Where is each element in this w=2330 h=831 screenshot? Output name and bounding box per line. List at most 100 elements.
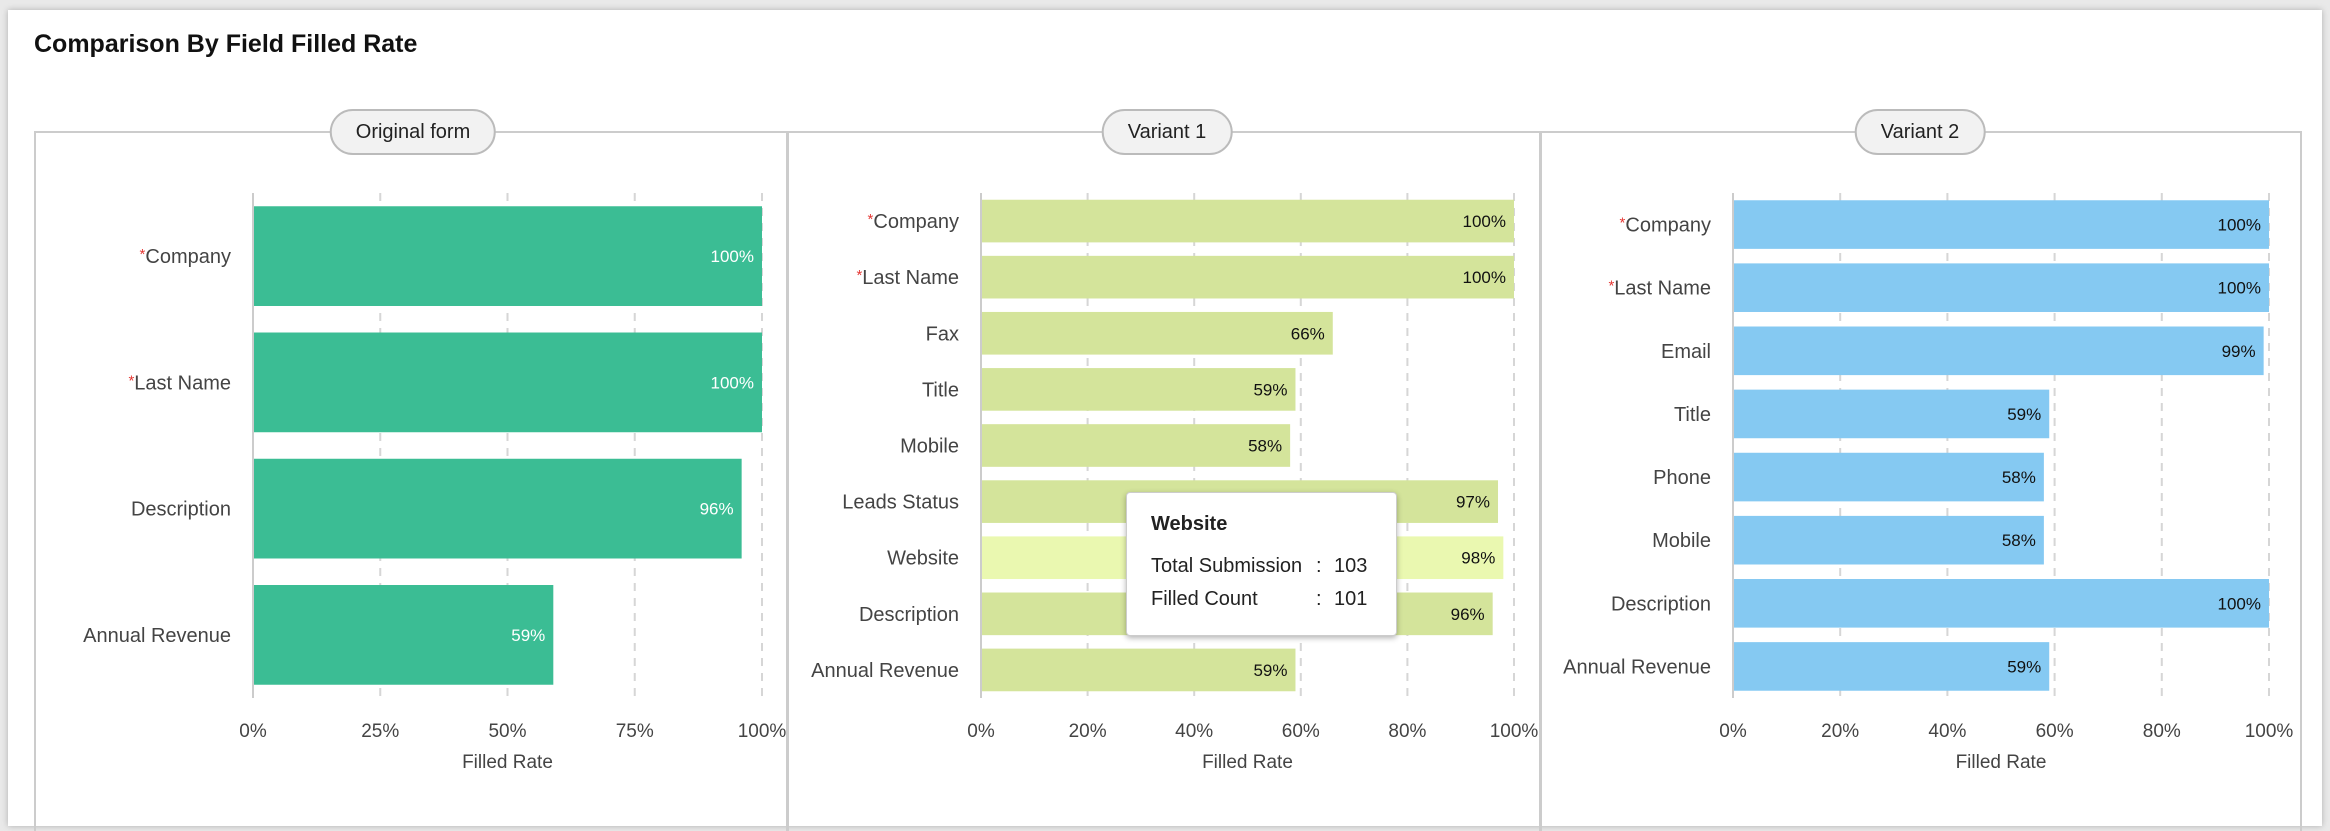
bar-value-label: 58%	[2002, 531, 2036, 550]
tooltip-row: Filled Count : 101	[1151, 583, 1372, 616]
tooltip-label: Total Submission	[1151, 555, 1303, 577]
category-label: *Last Name	[128, 372, 231, 394]
x-axis-title: Filled Rate	[1956, 752, 2047, 773]
required-asterisk: *	[856, 267, 862, 284]
x-tick-label: 100%	[2245, 721, 2294, 742]
category-label: Description	[1611, 593, 1711, 615]
bar-value-label: 98%	[1461, 549, 1495, 568]
category-text: Company	[145, 246, 231, 268]
x-tick-label: 75%	[616, 721, 654, 742]
category-text: Last Name	[862, 267, 959, 289]
tooltip-value: 101	[1334, 588, 1368, 610]
panel-title-pill: Variant 2	[1854, 109, 1986, 155]
bar-value-label: 59%	[2007, 657, 2041, 676]
category-label: Phone	[1653, 467, 1711, 489]
x-axis-title: Filled Rate	[1202, 752, 1293, 773]
page-title: Comparison By Field Filled Rate	[34, 30, 418, 58]
x-tick-label: 40%	[1175, 721, 1213, 742]
category-label: *Company	[868, 211, 959, 233]
x-tick-label: 20%	[1821, 721, 1859, 742]
tooltip-sep: :	[1316, 555, 1322, 577]
bar-value-label: 59%	[511, 626, 545, 645]
bar-value-label: 100%	[1463, 268, 1506, 287]
category-text: Last Name	[1614, 278, 1711, 300]
bar-value-label: 59%	[1253, 380, 1287, 399]
bar	[1734, 642, 2050, 691]
category-label: Annual Revenue	[811, 660, 959, 682]
bar-value-label: 97%	[1456, 493, 1490, 512]
bar-value-label: 100%	[2218, 216, 2261, 235]
bar-value-label: 59%	[1253, 661, 1287, 680]
bar	[982, 199, 1514, 243]
bar	[1734, 515, 2044, 565]
x-tick-label: 40%	[1928, 721, 1966, 742]
bar	[982, 424, 1291, 467]
category-label: Leads Status	[842, 492, 959, 514]
tooltip-sep: :	[1316, 588, 1322, 610]
bar-value-label: 100%	[711, 247, 754, 266]
tooltip-title: Website	[1151, 513, 1228, 535]
bar	[982, 648, 1296, 692]
required-asterisk: *	[128, 372, 134, 389]
bar	[1734, 579, 2269, 628]
category-label: Fax	[926, 323, 959, 345]
tooltip: Website Total Submission : 103 Filled Co…	[1126, 492, 1397, 636]
bar-value-label: 58%	[2002, 468, 2036, 487]
panel-title-pill: Variant 1	[1101, 109, 1233, 155]
bar	[1734, 263, 2269, 312]
x-tick-label: 100%	[738, 721, 787, 742]
tooltip-row: Total Submission : 103	[1151, 550, 1372, 583]
category-label: Annual Revenue	[1563, 656, 1711, 678]
x-tick-label: 25%	[361, 721, 399, 742]
required-asterisk: *	[868, 211, 874, 228]
category-label: Title	[922, 379, 959, 401]
bar	[982, 368, 1296, 411]
bar-value-label: 99%	[2222, 342, 2256, 361]
bar	[254, 585, 554, 685]
bar-value-label: 96%	[1451, 605, 1485, 624]
required-asterisk: *	[1620, 215, 1626, 232]
bar	[1734, 200, 2269, 249]
category-label: Mobile	[1652, 530, 1711, 552]
x-tick-label: 50%	[488, 721, 526, 742]
bar	[982, 255, 1514, 299]
x-tick-label: 0%	[967, 721, 995, 742]
category-label: Website	[887, 548, 959, 570]
x-tick-label: 60%	[2036, 721, 2074, 742]
bar-value-label: 58%	[1248, 437, 1282, 456]
required-asterisk: *	[140, 246, 146, 263]
category-label: Title	[1674, 404, 1711, 426]
bar-value-label: 59%	[2007, 405, 2041, 424]
bar-value-label: 66%	[1291, 324, 1325, 343]
bar	[1734, 326, 2264, 376]
x-axis-title: Filled Rate	[462, 752, 553, 773]
x-tick-label: 80%	[2143, 721, 2181, 742]
bar-value-label: 100%	[2218, 594, 2261, 613]
bar	[254, 458, 742, 559]
category-label: *Last Name	[1608, 278, 1711, 300]
x-tick-label: 20%	[1069, 721, 1107, 742]
category-label: Email	[1661, 341, 1711, 363]
x-tick-label: 0%	[1719, 721, 1747, 742]
bar	[982, 311, 1333, 355]
category-label: *Company	[140, 246, 231, 268]
category-text: Last Name	[134, 372, 231, 394]
bar	[1734, 389, 2050, 439]
category-label: Mobile	[900, 436, 959, 458]
bar-value-label: 100%	[1463, 212, 1506, 231]
bar-value-label: 100%	[2218, 279, 2261, 298]
x-tick-label: 80%	[1388, 721, 1426, 742]
category-label: Annual Revenue	[83, 625, 231, 647]
category-text: Company	[1625, 215, 1711, 237]
category-text: Company	[873, 211, 959, 233]
x-tick-label: 60%	[1282, 721, 1320, 742]
category-label: *Company	[1620, 215, 1711, 237]
bar-value-label: 100%	[711, 373, 754, 392]
x-tick-label: 100%	[1490, 721, 1539, 742]
tooltip-value: 103	[1334, 555, 1368, 577]
category-label: *Last Name	[856, 267, 959, 289]
bar	[254, 206, 762, 306]
required-asterisk: *	[1608, 278, 1614, 295]
bar-value-label: 96%	[700, 500, 734, 519]
